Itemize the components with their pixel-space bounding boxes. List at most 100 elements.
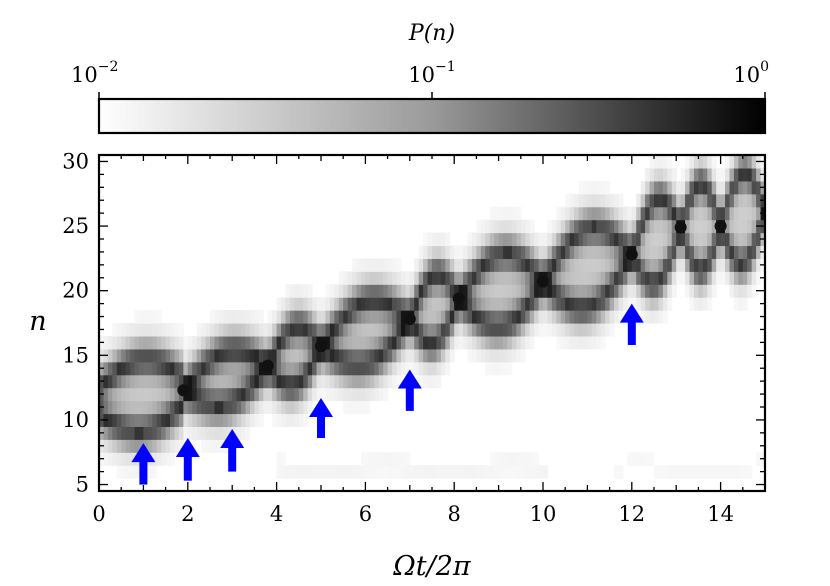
heatmap-cell: [121, 400, 127, 415]
heatmap-cell: [693, 297, 699, 311]
heatmap-cell: [107, 361, 113, 376]
heatmap-cell: [627, 232, 633, 247]
heatmap-cell: [631, 271, 637, 285]
heatmap-cell: [503, 219, 509, 234]
heatmap-cell: [418, 348, 424, 363]
heatmap-cell: [716, 271, 722, 285]
heatmap-cell: [649, 284, 655, 298]
heatmap-cell: [662, 271, 668, 285]
heatmap-cell: [622, 258, 628, 272]
heatmap-cell: [574, 232, 580, 247]
heatmap-cell: [227, 387, 233, 402]
heatmap-cell: [400, 323, 406, 337]
heatmap-cell: [578, 219, 584, 234]
heatmap-cell: [494, 348, 500, 363]
heatmap-cell: [516, 258, 522, 272]
heatmap-cell: [365, 387, 371, 402]
heatmap-cell: [210, 387, 216, 402]
heatmap-cell: [574, 335, 580, 350]
heatmap-cell: [627, 206, 633, 221]
heatmap-cell: [667, 193, 673, 208]
heatmap-cell: [103, 335, 109, 350]
heatmap-cell: [249, 387, 255, 402]
heatmap-cell: [689, 180, 695, 195]
heatmap-cell: [614, 232, 620, 247]
heatmap-cell: [476, 465, 482, 479]
heatmap-cell: [210, 413, 216, 427]
heatmap-cell: [733, 193, 739, 208]
heatmap-cell: [392, 271, 398, 285]
heatmap-cell: [205, 348, 211, 363]
heatmap-cell: [409, 271, 415, 285]
heatmap-cell: [303, 387, 309, 402]
heatmap-cell: [303, 400, 309, 415]
heatmap-cell: [751, 180, 757, 195]
heatmap-cell: [716, 232, 722, 247]
heatmap-cell: [698, 258, 704, 272]
heatmap-cell: [525, 323, 531, 337]
heatmap-cell: [640, 232, 646, 247]
heatmap-cell: [267, 323, 273, 337]
heatmap-cell: [343, 465, 349, 479]
heatmap-cell: [387, 452, 393, 466]
heatmap-cell: [321, 387, 327, 402]
heatmap-cell: [409, 284, 415, 298]
heatmap-cell: [733, 167, 739, 182]
heatmap-cell: [489, 219, 495, 234]
heatmap-cell: [369, 297, 375, 311]
heatmap-cell: [534, 284, 540, 298]
heatmap-cell: [636, 245, 642, 259]
heatmap-cell: [338, 310, 344, 324]
heatmap-cell: [423, 361, 429, 376]
heatmap-cell: [183, 361, 189, 376]
heatmap-cell: [591, 206, 597, 221]
heatmap-cell: [400, 271, 406, 285]
heatmap-cell: [471, 310, 477, 324]
heatmap-cell: [338, 348, 344, 363]
heatmap-cell: [733, 180, 739, 195]
heatmap-cell: [556, 335, 562, 350]
heatmap-cell: [689, 232, 695, 247]
heatmap-cell: [307, 387, 313, 402]
heatmap-cell: [685, 206, 691, 221]
heatmap-cell: [294, 348, 300, 363]
heatmap-cell: [414, 258, 420, 272]
heatmap-cell: [374, 271, 380, 285]
heatmap-cell: [565, 323, 571, 337]
heatmap-cell: [627, 219, 633, 234]
heatmap-cell: [285, 413, 291, 427]
heatmap-cell: [183, 413, 189, 427]
heatmap-cell: [245, 387, 251, 402]
heatmap-cell: [707, 155, 713, 169]
heatmap-cell: [432, 361, 438, 376]
heatmap-cell: [702, 193, 708, 208]
heatmap-cell: [756, 271, 762, 285]
heatmap-cell: [281, 335, 287, 350]
heatmap-cell: [223, 374, 229, 389]
heatmap-cell: [400, 361, 406, 376]
heatmap-cell: [516, 335, 522, 350]
heatmap-cell: [507, 310, 513, 324]
heatmap-cell: [329, 348, 335, 363]
heatmap-cell: [445, 323, 451, 337]
heatmap-cell: [631, 219, 637, 234]
heatmap-cell: [454, 284, 460, 298]
heatmap-cell: [587, 180, 593, 195]
heatmap-cell: [201, 439, 207, 453]
heatmap-cell: [587, 219, 593, 234]
heatmap-cell: [143, 374, 149, 389]
heatmap-cell: [618, 232, 624, 247]
heatmap-cell: [387, 284, 393, 298]
heatmap-cell: [174, 400, 180, 415]
heatmap-cell: [467, 335, 473, 350]
heatmap-cell: [742, 284, 748, 298]
heatmap-cell: [329, 284, 335, 298]
heatmap-cell: [138, 439, 144, 453]
heatmap-cell: [587, 193, 593, 208]
heatmap-cell: [121, 335, 127, 350]
heatmap-cell: [436, 271, 442, 285]
heatmap-cell: [600, 284, 606, 298]
heatmap-cell: [396, 374, 402, 389]
heatmap-cell: [742, 271, 748, 285]
heatmap-cell: [178, 348, 184, 363]
